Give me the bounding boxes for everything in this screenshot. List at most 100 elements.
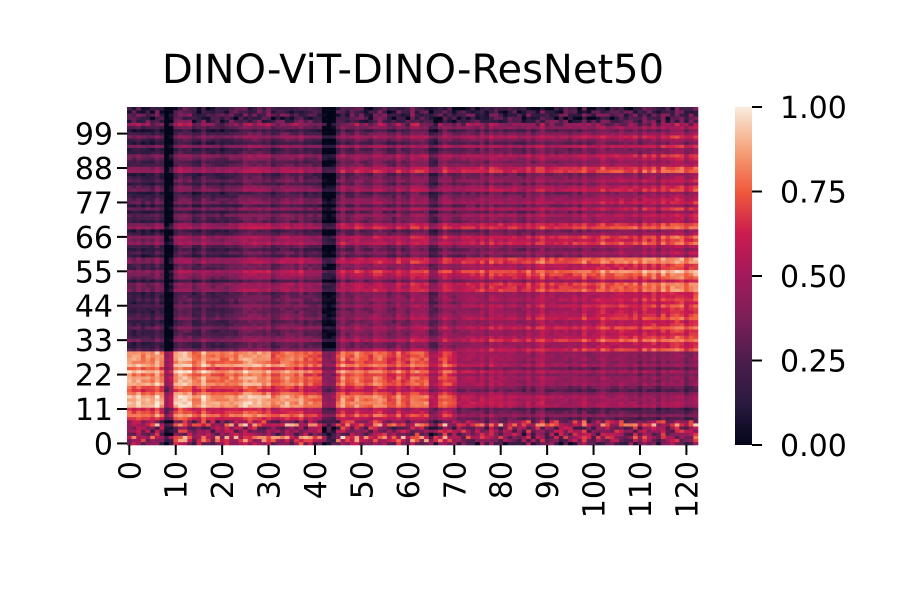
heatmap-cell	[219, 435, 225, 440]
heatmap-cell	[503, 335, 508, 339]
heatmap-cell	[201, 316, 207, 321]
heatmap-cell	[693, 347, 699, 352]
heatmap-cell	[298, 319, 304, 324]
heatmap-cell	[428, 382, 434, 386]
heatmap-cell	[568, 432, 573, 436]
heatmap-cell	[326, 354, 332, 358]
heatmap-cell	[363, 404, 369, 408]
heatmap-cell	[688, 407, 694, 411]
heatmap-cell	[535, 322, 541, 327]
heatmap-cell	[433, 391, 439, 396]
heatmap-cell	[215, 357, 221, 361]
heatmap-cell	[577, 416, 583, 421]
heatmap-cell	[419, 419, 425, 424]
heatmap-cell	[252, 341, 258, 346]
heatmap-cell	[266, 376, 272, 380]
heatmap-cell	[224, 388, 230, 393]
heatmap-cell	[252, 416, 258, 421]
heatmap-cell	[447, 398, 453, 402]
heatmap-cell	[475, 341, 481, 346]
heatmap-cell	[164, 373, 170, 377]
heatmap-cell	[660, 354, 666, 358]
heatmap-cell	[136, 373, 142, 377]
heatmap-cell	[684, 376, 690, 380]
heatmap-cell	[382, 441, 388, 446]
heatmap-cell	[405, 363, 411, 368]
heatmap-cell	[554, 338, 560, 343]
heatmap-cell	[507, 376, 513, 380]
heatmap-cell	[266, 391, 272, 396]
heatmap-cell	[233, 429, 239, 433]
heatmap-cell	[303, 341, 309, 346]
heatmap-cell	[131, 357, 137, 361]
heatmap-cell	[438, 398, 443, 402]
heatmap-cell	[470, 351, 476, 355]
heatmap-cell	[600, 391, 606, 396]
heatmap-cell	[140, 435, 146, 440]
heatmap-cell	[210, 441, 216, 446]
heatmap-cell	[619, 401, 625, 405]
heatmap-cell	[591, 382, 597, 386]
heatmap-cell	[633, 338, 638, 343]
heatmap-cell	[512, 419, 518, 424]
heatmap-cell	[465, 382, 471, 386]
heatmap-cell	[475, 394, 481, 399]
heatmap-cell	[577, 423, 583, 427]
heatmap-cell	[294, 435, 300, 440]
heatmap-cell	[428, 413, 434, 418]
heatmap-cell	[586, 347, 592, 352]
heatmap-cell	[540, 357, 546, 361]
heatmap-cell	[136, 385, 142, 389]
heatmap-cell	[674, 410, 680, 414]
heatmap-cell	[456, 435, 462, 440]
heatmap-cell	[577, 326, 583, 330]
heatmap-cell	[298, 376, 304, 380]
heatmap-cell	[549, 373, 555, 377]
heatmap-cell	[145, 432, 151, 436]
heatmap-cell	[693, 329, 699, 333]
heatmap-cell	[247, 401, 253, 405]
heatmap-cell	[507, 426, 513, 430]
heatmap-cell	[270, 344, 276, 349]
heatmap-cell	[140, 322, 146, 327]
heatmap-cell	[465, 438, 471, 443]
heatmap-cell	[270, 319, 276, 324]
heatmap-cell	[154, 338, 160, 343]
heatmap-cell	[442, 332, 448, 336]
heatmap-cell	[674, 344, 680, 349]
heatmap-cell	[201, 398, 207, 402]
heatmap-cell	[512, 429, 518, 433]
heatmap-cell	[150, 401, 156, 405]
heatmap-cell	[145, 407, 151, 411]
heatmap-cell	[317, 401, 323, 405]
heatmap-cell	[275, 391, 281, 396]
heatmap-cell	[131, 419, 137, 424]
heatmap-cell	[284, 398, 290, 402]
heatmap-cell	[261, 369, 267, 374]
heatmap-cell	[619, 432, 625, 436]
heatmap-cell	[168, 344, 174, 349]
heatmap-cell	[308, 426, 313, 430]
heatmap-cell	[284, 322, 290, 327]
heatmap-cell	[205, 347, 211, 352]
heatmap-cell	[280, 388, 286, 393]
heatmap-cell	[447, 426, 453, 430]
heatmap-cell	[646, 419, 652, 424]
heatmap-cell	[609, 332, 615, 336]
heatmap-cell	[238, 376, 244, 380]
heatmap-cell	[498, 338, 504, 343]
heatmap-cell	[688, 379, 694, 383]
heatmap-cell	[261, 429, 267, 433]
heatmap-cell	[140, 366, 146, 371]
heatmap-cell	[196, 360, 202, 364]
heatmap-cell	[693, 416, 699, 421]
heatmap-cell	[377, 401, 383, 405]
heatmap-cell	[224, 379, 230, 383]
heatmap-cell	[247, 357, 253, 361]
heatmap-cell	[368, 363, 374, 368]
heatmap-cell	[359, 351, 365, 355]
heatmap-cell	[256, 376, 262, 380]
heatmap-cell	[475, 351, 481, 355]
heatmap-cell	[428, 416, 434, 421]
heatmap-cell	[558, 329, 564, 333]
